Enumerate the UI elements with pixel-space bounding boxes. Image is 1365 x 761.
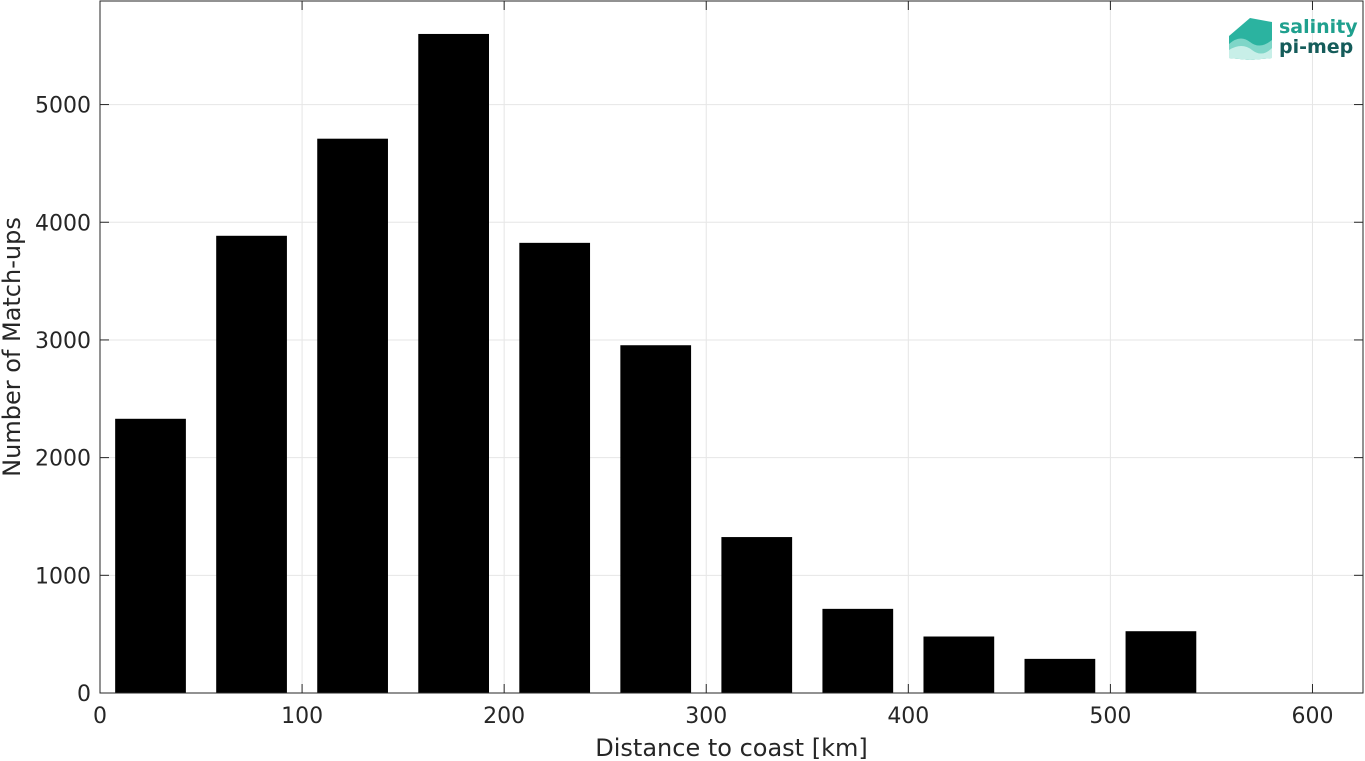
bar [620, 345, 692, 693]
x-tick-label: 400 [887, 704, 929, 729]
bar [1125, 631, 1197, 693]
plot-frame [99, 0, 1364, 694]
logo-line2: pi-mep [1279, 36, 1353, 58]
bars-group [115, 33, 1197, 694]
y-tick-label: 0 [77, 682, 91, 707]
x-tick-label: 200 [483, 704, 525, 729]
bar [519, 242, 591, 694]
y-tick-label: 4000 [35, 211, 91, 236]
y-tick-label: 3000 [35, 329, 91, 354]
ticks-group: 0 100 200 300 400 500 600 0 1000 2000 3000 4000 5000 [35, 1, 1363, 729]
y-axis-label: Number of Match-ups [0, 217, 26, 477]
y-tick-label: 5000 [35, 94, 91, 119]
bar [721, 537, 793, 693]
waves-logo-icon [1229, 18, 1272, 60]
bar [115, 418, 186, 693]
x-axis-label: Distance to coast [km] [595, 734, 867, 761]
x-tick-label: 100 [281, 704, 323, 729]
x-tick-label: 0 [93, 704, 107, 729]
bar [822, 608, 894, 693]
bar [923, 636, 995, 693]
bar [418, 33, 490, 693]
y-tick-label: 1000 [35, 564, 91, 589]
bar [1024, 658, 1096, 693]
bar [317, 138, 388, 694]
y-tick-label: 2000 [35, 447, 91, 472]
salinity-pi-mep-logo: salinity pi-mep [1229, 16, 1358, 60]
x-tick-label: 300 [685, 704, 727, 729]
x-tick-label: 500 [1089, 704, 1131, 729]
bar [216, 235, 287, 694]
logo-line1: salinity [1279, 16, 1358, 38]
x-tick-label: 600 [1291, 704, 1333, 729]
